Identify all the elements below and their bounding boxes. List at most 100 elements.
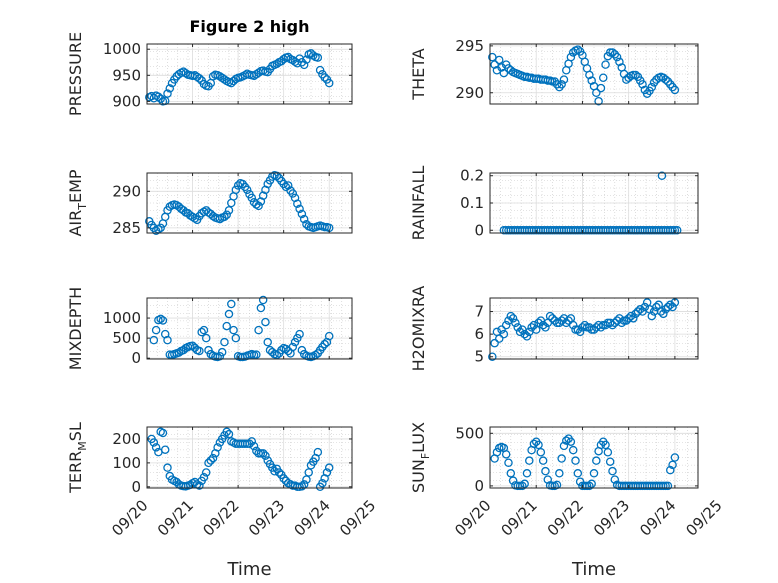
- data-point: [197, 327, 206, 337]
- data-point: [151, 325, 161, 335]
- data-point: [629, 314, 638, 323]
- axes-box: [489, 43, 699, 105]
- data-point: [320, 339, 329, 349]
- data-point: [229, 325, 238, 335]
- data-point: [499, 68, 509, 78]
- y-axis-label: MIXDEPTH: [66, 287, 85, 370]
- data-point: [504, 458, 513, 468]
- data-point: [538, 456, 548, 465]
- data-point: [318, 478, 327, 488]
- y-tick-label: 0: [474, 221, 484, 239]
- data-point: [213, 443, 222, 452]
- data-point: [541, 466, 550, 476]
- data-point: [247, 437, 257, 446]
- data-point: [222, 427, 231, 437]
- data-point: [279, 474, 288, 483]
- y-tick-label: 0: [131, 349, 141, 367]
- data-point: [490, 60, 499, 69]
- data-point: [163, 463, 172, 472]
- data-point: [497, 325, 506, 334]
- data-point: [272, 59, 282, 69]
- y-axis-label: PRESSURE: [66, 32, 85, 116]
- data-point: [151, 443, 161, 452]
- data-point: [156, 223, 165, 233]
- axes-box: [146, 172, 353, 234]
- data-point: [538, 320, 548, 330]
- data-point: [527, 323, 536, 332]
- data-point: [536, 447, 546, 457]
- data-point: [247, 193, 257, 203]
- data-point: [215, 214, 225, 224]
- y-axis-label: AIRTEMP: [66, 169, 89, 236]
- data-point: [222, 321, 231, 331]
- data-point: [313, 53, 323, 62]
- data-point: [295, 329, 304, 339]
- data-point: [297, 58, 307, 67]
- y-tick-label: 0.2: [460, 167, 484, 185]
- data-point: [494, 55, 504, 65]
- data-point: [309, 51, 318, 60]
- data-point: [612, 52, 622, 62]
- y-tick-label: 200: [112, 430, 141, 448]
- data-point: [160, 445, 170, 454]
- data-point: [592, 88, 601, 98]
- data-point: [668, 460, 677, 470]
- data-point: [638, 80, 647, 89]
- data-point: [659, 309, 668, 319]
- data-point: [258, 449, 268, 458]
- data-point: [587, 325, 596, 334]
- data-point: [299, 60, 309, 70]
- data-point: [299, 349, 309, 359]
- y-axis-label: SUNFLUX: [409, 422, 432, 493]
- data-point: [661, 481, 670, 491]
- data-point: [585, 70, 594, 80]
- data-point: [663, 481, 673, 491]
- data-point: [640, 302, 650, 312]
- data-point: [283, 181, 293, 190]
- data-point: [633, 307, 643, 316]
- data-point: [302, 55, 311, 64]
- data-point: [582, 481, 592, 491]
- data-point: [208, 211, 218, 221]
- data-point: [580, 320, 590, 330]
- data-point: [605, 457, 615, 466]
- data-point: [492, 447, 502, 457]
- y-tick-label: 6: [474, 325, 484, 343]
- data-point: [156, 94, 165, 104]
- data-point: [605, 48, 615, 57]
- data-point: [299, 214, 309, 224]
- y-tick-label: 0: [474, 477, 484, 495]
- data-point: [566, 52, 576, 62]
- chart-title: Figure 2 high: [190, 17, 310, 36]
- series-markers: [149, 295, 334, 362]
- data-point: [624, 73, 633, 83]
- data-point: [508, 314, 518, 323]
- data-point: [515, 481, 525, 491]
- data-point: [263, 337, 272, 347]
- subplot-h2omixra: 5 6 7 H2OMIXRA: [409, 286, 699, 371]
- data-point: [231, 333, 241, 343]
- data-point: [249, 441, 259, 451]
- minor-grid: [146, 427, 353, 488]
- series-markers: [145, 49, 334, 106]
- data-point: [154, 92, 163, 101]
- data-point: [566, 437, 576, 446]
- data-point: [601, 440, 610, 450]
- data-point: [220, 337, 229, 347]
- y-tick-label: 0: [131, 478, 141, 496]
- series-markers: [490, 434, 680, 491]
- data-point: [324, 331, 334, 341]
- y-tick-label: 500: [112, 329, 141, 347]
- data-point: [548, 314, 557, 323]
- y-tick-label: 500: [455, 424, 484, 442]
- data-point: [670, 226, 680, 235]
- data-point: [149, 438, 159, 447]
- data-point: [575, 327, 585, 337]
- data-point: [163, 89, 172, 98]
- data-point: [666, 465, 675, 475]
- data-point: [288, 342, 298, 352]
- data-point: [555, 469, 564, 478]
- data-point: [557, 454, 566, 463]
- data-point: [208, 453, 218, 463]
- axes-box: [489, 426, 699, 489]
